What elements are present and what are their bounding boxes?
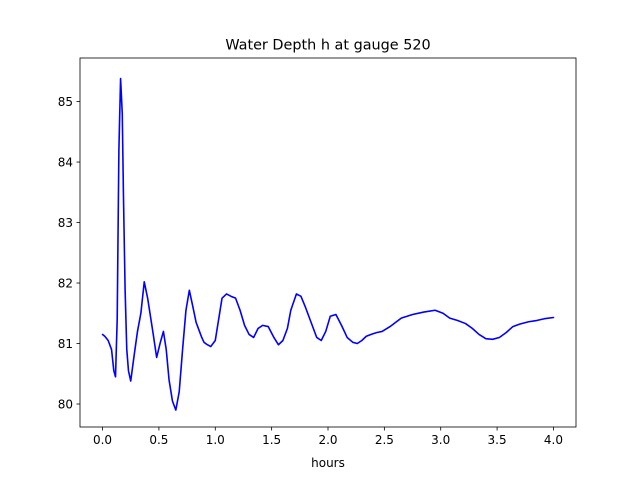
x-tick-label: 1.0 bbox=[206, 433, 225, 447]
y-tick-label: 80 bbox=[58, 397, 73, 411]
y-axis: 80 81 82 83 84 85 bbox=[58, 95, 80, 411]
x-tick-label: 3.0 bbox=[431, 433, 450, 447]
y-tick-label: 82 bbox=[58, 276, 73, 290]
x-axis-label: hours bbox=[311, 456, 345, 470]
x-tick-label: 0.0 bbox=[93, 433, 112, 447]
x-tick-label: 3.5 bbox=[488, 433, 507, 447]
chart-title: Water Depth h at gauge 520 bbox=[225, 38, 430, 54]
x-tick-label: 2.5 bbox=[375, 433, 394, 447]
x-tick-label: 2.0 bbox=[318, 433, 337, 447]
x-tick-label: 1.5 bbox=[262, 433, 281, 447]
x-axis: 0.0 0.5 1.0 1.5 2.0 2.5 3.0 3.5 4.0 bbox=[93, 427, 563, 447]
y-tick-label: 84 bbox=[58, 155, 73, 169]
series-layer bbox=[101, 77, 555, 411]
x-tick-label: 4.0 bbox=[544, 433, 563, 447]
y-tick-label: 85 bbox=[58, 95, 73, 109]
x-tick-label: 0.5 bbox=[149, 433, 168, 447]
y-tick-label: 81 bbox=[58, 337, 73, 351]
series-line-0 bbox=[101, 77, 555, 411]
y-tick-label: 83 bbox=[58, 216, 73, 230]
